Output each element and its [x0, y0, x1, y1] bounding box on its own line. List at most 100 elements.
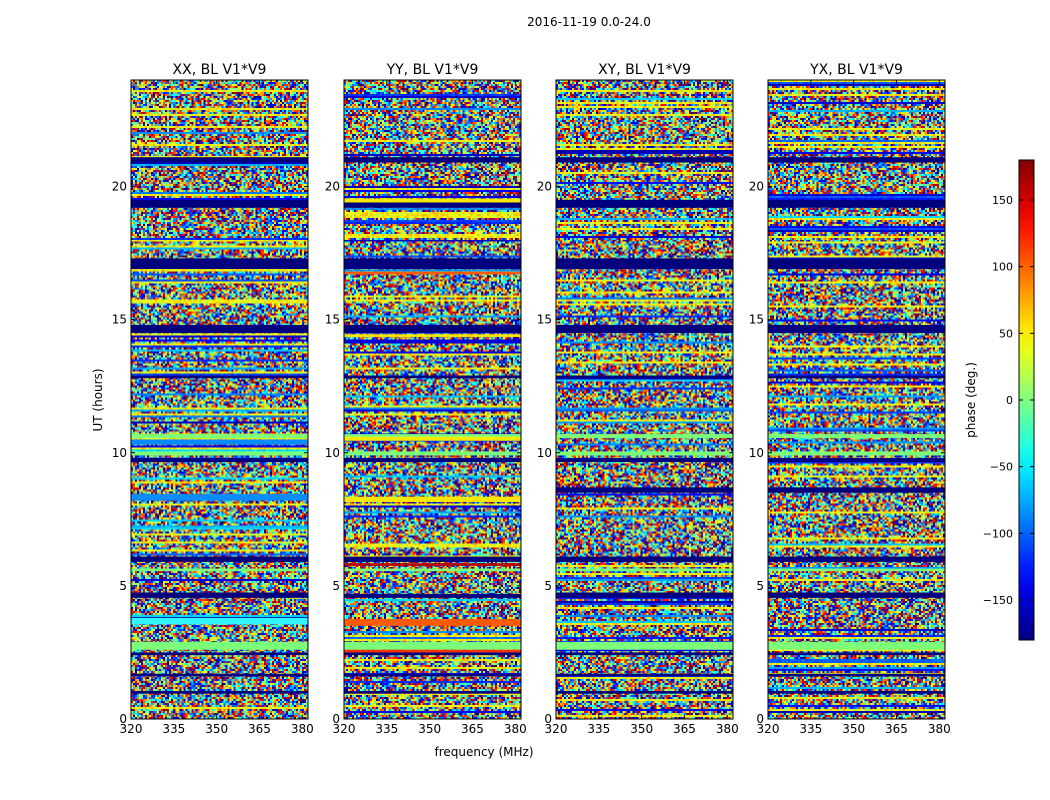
heatmap-band	[344, 649, 521, 653]
panel-frame	[767, 79, 946, 720]
heatmap-band	[344, 199, 521, 208]
heatmap-band	[344, 157, 521, 163]
x-tick-label: 320	[120, 722, 143, 736]
heatmap-band	[131, 375, 308, 379]
colorbar-tick-label: −50	[990, 461, 1013, 474]
panel-title: YX, BL V1*V9	[809, 62, 903, 78]
heatmap-band	[131, 556, 308, 562]
heatmap-band	[344, 556, 521, 562]
heatmap-band	[556, 434, 733, 439]
panel-title: YY, BL V1*V9	[386, 62, 479, 78]
x-tick-label: 380	[928, 722, 951, 736]
y-tick-label: 0	[544, 712, 552, 726]
panel-3: XY, BL V1*V9 320 335 350 365 380 0 5 10 15 20	[537, 62, 739, 736]
panel-heatmap	[768, 80, 945, 719]
y-tick-label: 10	[749, 446, 764, 460]
heatmap-band	[344, 458, 521, 463]
heatmap-band	[768, 652, 945, 656]
heatmap-band	[768, 258, 945, 270]
heatmap-band	[131, 199, 308, 208]
heatmap-band	[344, 496, 521, 503]
x-tick-label: 320	[545, 722, 568, 736]
panel-heatmap	[131, 80, 308, 719]
heatmap-band	[131, 617, 308, 625]
heatmap-band	[556, 258, 733, 270]
panel-frame	[130, 79, 309, 720]
heatmap-band	[768, 691, 945, 694]
y-tick-label: 15	[112, 313, 127, 327]
heatmap-band	[556, 568, 733, 572]
heatmap-band	[556, 592, 733, 597]
heatmap-band	[556, 691, 733, 694]
y-tick-label: 5	[119, 579, 127, 593]
heatmap-band	[344, 593, 521, 598]
heatmap-band	[344, 619, 521, 626]
heatmap-band	[344, 691, 521, 694]
panel-2: YY, BL V1*V9 320 335 350 365 380 0 5 10 15 20	[325, 62, 527, 736]
panel-heatmap	[344, 80, 521, 719]
heatmap-band	[556, 451, 733, 456]
heatmap-band	[131, 568, 308, 572]
x-tick-label: 350	[205, 722, 228, 736]
heatmap-band	[768, 324, 945, 333]
heatmap-band	[556, 641, 733, 650]
heatmap-band	[344, 271, 521, 275]
heatmap-band	[131, 458, 308, 463]
panel-title: XY, BL V1*V9	[598, 62, 691, 78]
colorbar-tick-label: 0	[1006, 394, 1013, 407]
colorbar-tick-label: 50	[999, 327, 1013, 340]
panel-frame	[343, 79, 522, 720]
y-tick-label: 0	[332, 712, 340, 726]
heatmap-band	[131, 157, 308, 163]
x-tick-label: 320	[757, 722, 780, 736]
heatmap-band	[344, 652, 521, 656]
x-tick-label: 380	[716, 722, 739, 736]
y-tick-label: 5	[332, 579, 340, 593]
heatmap-band	[344, 568, 521, 572]
heatmap-band	[768, 568, 945, 572]
panel-4: YX, BL V1*V9 320 335 350 365 380 0 5 10 15 20	[749, 62, 951, 736]
heatmap-band	[556, 324, 733, 333]
y-tick-label: 20	[112, 180, 127, 194]
heatmap-band	[556, 652, 733, 656]
heatmap-band	[131, 592, 308, 597]
heatmap-band	[768, 458, 945, 463]
x-tick-label: 365	[673, 722, 696, 736]
colorbar-tick-label: −100	[983, 527, 1013, 540]
heatmap-band	[768, 199, 945, 208]
y-tick-label: 10	[537, 446, 552, 460]
heatmap-band	[131, 494, 308, 501]
x-tick-label: 335	[587, 722, 610, 736]
heatmap-band	[344, 324, 521, 333]
y-tick-label: 20	[537, 180, 552, 194]
heatmap-band	[768, 556, 945, 562]
x-tick-label: 365	[248, 722, 271, 736]
y-tick-label: 15	[749, 313, 764, 327]
heatmap-band	[131, 439, 308, 445]
heatmap-band	[131, 673, 308, 677]
panel-title: XX, BL V1*V9	[173, 62, 267, 78]
heatmap-band	[344, 375, 521, 379]
x-tick-label: 350	[418, 722, 441, 736]
y-tick-label: 20	[749, 180, 764, 194]
x-tick-label: 380	[504, 722, 527, 736]
heatmap-band	[344, 434, 521, 439]
heatmap-band	[768, 487, 945, 493]
heatmap-band	[344, 641, 521, 650]
panel-frame	[555, 79, 734, 720]
y-tick-label: 5	[756, 579, 764, 593]
heatmap-band	[131, 451, 308, 456]
heatmap-band	[768, 673, 945, 677]
y-axis-label: UT (hours)	[91, 368, 105, 431]
heatmap-band	[556, 157, 733, 163]
y-tick-label: 5	[544, 579, 552, 593]
panel-heatmap	[556, 80, 733, 719]
y-tick-label: 0	[756, 712, 764, 726]
heatmap-band	[131, 258, 308, 270]
heatmap-band	[344, 258, 521, 270]
panel-1: XX, BL V1*V9 320 335 350 365 380 0 5 10 15 20	[112, 62, 314, 736]
y-tick-label: 0	[119, 712, 127, 726]
heatmap-band	[131, 691, 308, 694]
heatmap-band	[131, 434, 308, 439]
